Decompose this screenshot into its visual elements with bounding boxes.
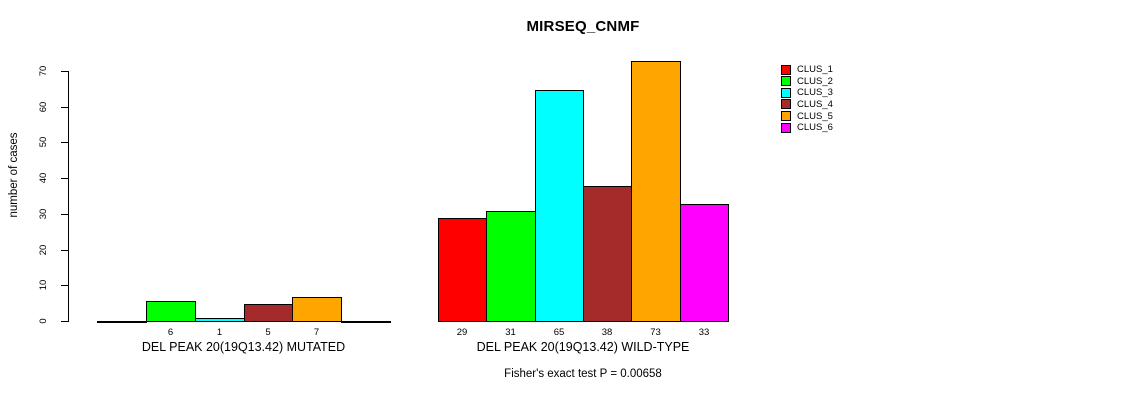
legend-label: CLUS_1 bbox=[797, 64, 833, 75]
y-tick-mark bbox=[61, 107, 68, 108]
bar-clus_6-group1 bbox=[341, 321, 391, 323]
y-tick-label: 40 bbox=[38, 172, 49, 184]
bar-clus_5-group1 bbox=[292, 297, 342, 322]
legend-swatch-clus_4 bbox=[781, 99, 791, 110]
bar-clus_6-group2 bbox=[680, 204, 729, 322]
legend-label: CLUS_6 bbox=[797, 122, 833, 134]
bar-value-label: 31 bbox=[505, 327, 516, 338]
bar-clus_1-group2 bbox=[438, 218, 487, 322]
y-tick-mark bbox=[61, 178, 68, 179]
y-tick-mark bbox=[61, 214, 68, 215]
legend-swatch-clus_3 bbox=[781, 87, 791, 98]
bar-value-label: 29 bbox=[456, 327, 468, 338]
y-axis-label: number of cases bbox=[8, 132, 20, 218]
bar-value-label: 1 bbox=[216, 327, 223, 338]
bar-value-label: 6 bbox=[167, 327, 174, 338]
x-axis-label-mutated: DEL PEAK 20(19Q13.42) MUTATED bbox=[141, 340, 346, 354]
bar-clus_4-group2 bbox=[583, 186, 632, 322]
y-axis-line bbox=[68, 71, 69, 322]
legend-row-clus_6: CLUS_6 bbox=[781, 122, 833, 133]
chart-title: MIRSEQ_CNMF bbox=[526, 18, 640, 35]
legend-row-clus_3: CLUS_3 bbox=[781, 87, 833, 98]
bar-clus_5-group2 bbox=[631, 61, 681, 322]
bar-value-label: 73 bbox=[650, 327, 661, 338]
bar-clus_3-group2 bbox=[535, 90, 584, 322]
bar-clus_3-group1 bbox=[195, 318, 245, 322]
legend-row-clus_2: CLUS_2 bbox=[781, 76, 833, 87]
bar-clus_2-group1 bbox=[146, 301, 196, 322]
fisher-test-annotation: Fisher's exact test P = 0.00658 bbox=[504, 368, 662, 380]
y-tick-mark bbox=[61, 71, 68, 72]
bar-clus_4-group1 bbox=[244, 304, 293, 322]
bar-value-label: 7 bbox=[313, 327, 320, 338]
y-tick-label: 70 bbox=[38, 65, 49, 77]
bar-clus_2-group2 bbox=[486, 211, 536, 322]
legend-swatch-clus_1 bbox=[781, 64, 791, 75]
y-tick-mark bbox=[61, 285, 68, 286]
y-tick-mark bbox=[61, 142, 68, 143]
y-tick-mark bbox=[61, 250, 68, 251]
y-tick-label: 0 bbox=[38, 318, 49, 324]
y-tick-label: 10 bbox=[38, 279, 49, 291]
y-tick-label: 30 bbox=[38, 208, 49, 220]
bar-clus_1-group1 bbox=[97, 321, 147, 323]
legend-swatch-clus_6 bbox=[781, 122, 791, 133]
y-tick-label: 50 bbox=[38, 136, 49, 148]
legend-row-clus_4: CLUS_4 bbox=[781, 99, 833, 110]
legend-label: CLUS_5 bbox=[797, 110, 833, 122]
x-axis-label-wildtype: DEL PEAK 20(19Q13.42) WILD-TYPE bbox=[476, 340, 690, 354]
legend-swatch-clus_2 bbox=[781, 76, 791, 87]
legend-row-clus_5: CLUS_5 bbox=[781, 111, 833, 122]
y-tick-mark bbox=[61, 321, 68, 322]
bar-value-label: 38 bbox=[601, 327, 613, 338]
bar-value-label: 5 bbox=[265, 327, 271, 338]
legend-label: CLUS_4 bbox=[797, 98, 833, 110]
y-tick-label: 20 bbox=[38, 244, 49, 256]
legend-row-clus_1: CLUS_1 bbox=[781, 64, 833, 75]
legend-swatch-clus_5 bbox=[781, 111, 791, 122]
bar-value-label: 65 bbox=[553, 327, 565, 338]
legend-label: CLUS_2 bbox=[797, 75, 833, 87]
y-tick-label: 60 bbox=[38, 101, 49, 113]
bar-value-label: 33 bbox=[698, 327, 710, 338]
legend-label: CLUS_3 bbox=[797, 87, 833, 99]
